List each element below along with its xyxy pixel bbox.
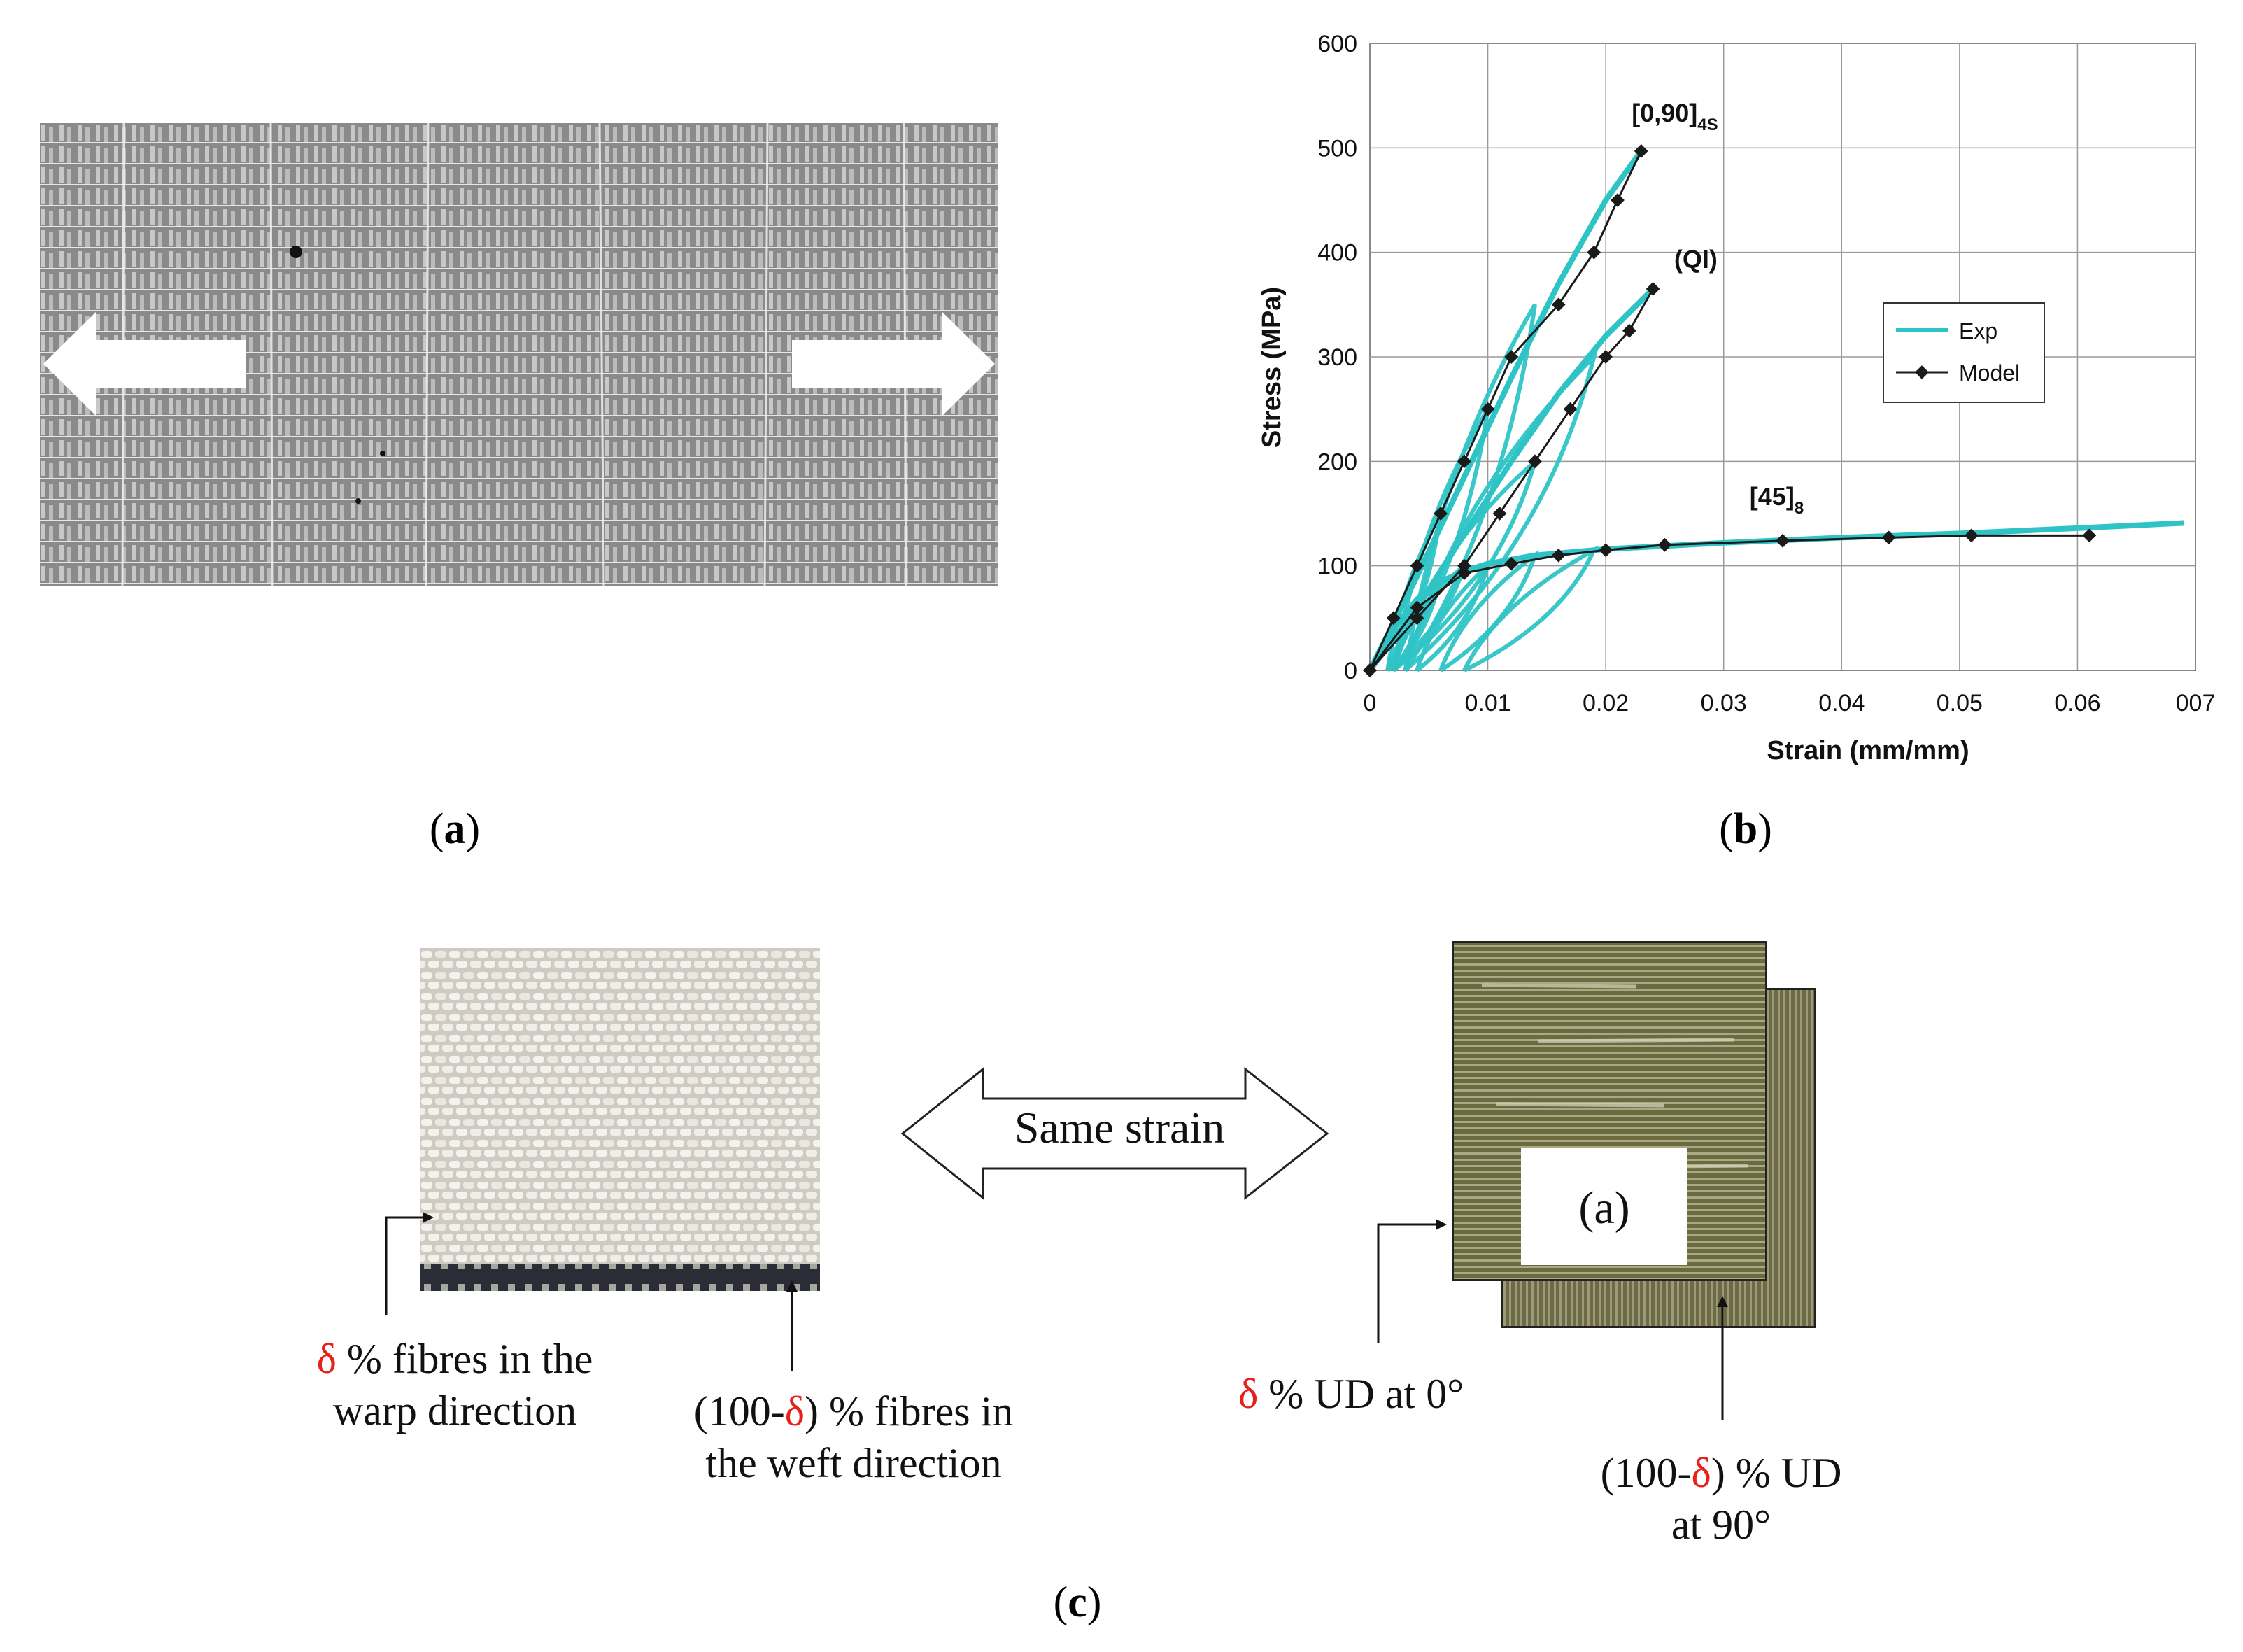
same-strain-double-arrow	[900, 1066, 1329, 1201]
pointer-arrow-icon	[1717, 1296, 1728, 1307]
model-marker	[1611, 193, 1625, 207]
model-marker	[1551, 548, 1566, 563]
model-marker	[1457, 558, 1471, 573]
model-marker	[1599, 543, 1613, 558]
inset-label-box	[1521, 1148, 1687, 1265]
caption-c: (c)	[1053, 1579, 1102, 1626]
chart-legend: Exp Model	[1883, 302, 2045, 403]
model-marker	[1528, 454, 1542, 469]
exp-unload-loop	[1391, 574, 1443, 672]
y-axis-ticks: 0 100 200 300 400 500 600	[1317, 31, 1357, 684]
curve-annotation: (QI)	[1674, 245, 1718, 274]
model-marker	[1551, 297, 1566, 312]
model-marker	[1587, 245, 1601, 260]
y-tick-label: 300	[1317, 344, 1357, 371]
pointer-arrow-icon	[786, 1280, 798, 1292]
chart-series	[1363, 143, 2184, 677]
x-tick-label: 0.05	[1937, 690, 1983, 716]
model-marker	[1363, 663, 1377, 677]
legend-exp: Exp	[1959, 318, 1997, 344]
exp-series-line	[1367, 520, 2184, 672]
model-marker	[1434, 507, 1448, 521]
stress-strain-chart: 0 0.01 0.02 0.03 0.04 0.05 0.06 007 0 100 200 300 4…	[1257, 31, 2216, 765]
woven-fabric-sample	[420, 948, 820, 1291]
y-tick-label: 500	[1317, 135, 1357, 162]
defect-dot	[290, 246, 302, 258]
fabric-pointer-lines	[385, 1212, 798, 1371]
same-strain-label: Same strain	[1014, 1103, 1225, 1152]
double-arrow-icon	[900, 1066, 1329, 1201]
y-tick-label: 100	[1317, 553, 1357, 580]
model-marker	[1457, 454, 1471, 469]
inset-label: (a)	[1578, 1182, 1630, 1234]
right-arrow-icon	[792, 312, 995, 416]
x-tick-label: 007	[2176, 690, 2216, 716]
tension-arrows	[43, 312, 995, 416]
ud-90-label: (100-δ) % UD at 90°	[1600, 1450, 1842, 1548]
ud-0-label: δ % UD at 0°	[1238, 1371, 1464, 1417]
x-tick-label: 0.03	[1701, 690, 1747, 716]
x-tick-label: 0.04	[1818, 690, 1865, 716]
y-axis-label: Stress (MPa)	[1257, 287, 1287, 448]
x-tick-label: 0.02	[1583, 690, 1629, 716]
y-tick-label: 200	[1317, 449, 1357, 475]
x-tick-label: 0.06	[2054, 690, 2100, 716]
x-tick-label: 0	[1364, 690, 1377, 716]
ud-pointer-lines	[1377, 1219, 1728, 1420]
x-axis-label: Strain (mm/mm)	[1767, 736, 1969, 765]
micrograph-panel-a	[40, 123, 998, 586]
model-marker	[1622, 323, 1636, 338]
model-marker	[1881, 530, 1896, 545]
caption-a: (a)	[429, 805, 481, 853]
legend-model: Model	[1959, 360, 2020, 386]
y-tick-label: 0	[1344, 658, 1357, 684]
left-arrow-icon	[43, 312, 246, 416]
exp-series-line	[1367, 149, 1643, 672]
weft-label: (100-δ) % fibres in the weft direction	[693, 1388, 1014, 1486]
pointer-arrow-icon	[1436, 1219, 1447, 1230]
caption-b: (b)	[1719, 805, 1772, 853]
warp-label: δ % fibres in the warp direction	[316, 1336, 593, 1434]
model-marker	[1457, 566, 1471, 581]
model-marker	[1776, 533, 1790, 548]
pointer-arrow-icon	[423, 1212, 434, 1223]
y-tick-label: 400	[1317, 240, 1357, 267]
y-tick-label: 600	[1317, 31, 1357, 57]
x-axis-ticks: 0 0.01 0.02 0.03 0.04 0.05 0.06 007	[1364, 690, 2216, 716]
x-tick-label: 0.01	[1464, 690, 1510, 716]
